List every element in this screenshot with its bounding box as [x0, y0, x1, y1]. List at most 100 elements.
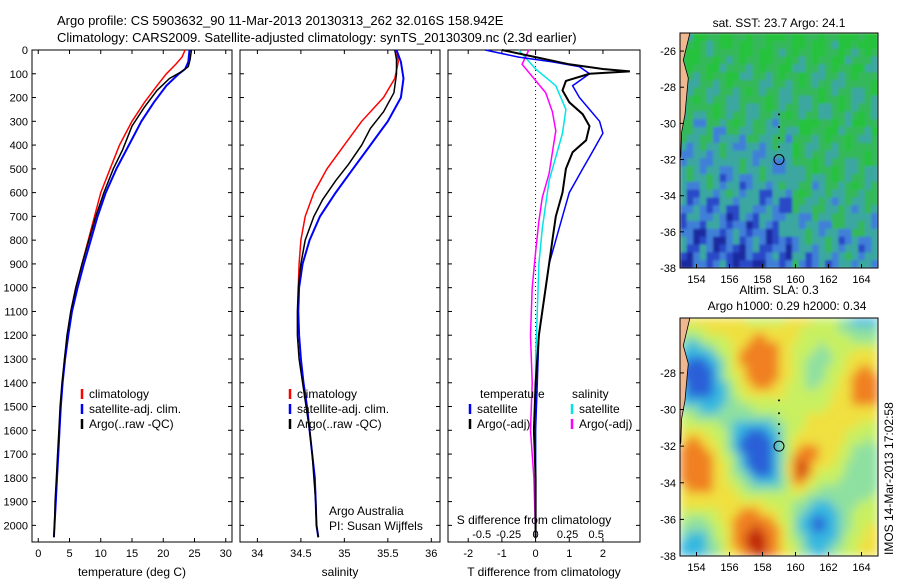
map-cell	[765, 87, 773, 97]
map-cell	[858, 252, 866, 261]
map-cell	[812, 33, 820, 42]
map-cell	[812, 516, 820, 525]
map-cell	[831, 540, 839, 549]
map-cell	[719, 64, 727, 73]
map-cell	[858, 325, 866, 335]
map-cell	[726, 508, 734, 517]
map-cell	[825, 197, 833, 206]
map-cell	[871, 492, 878, 501]
y-tick-label: 300	[10, 116, 28, 128]
map-cell	[871, 56, 878, 65]
map-cell	[779, 365, 787, 375]
map-cell	[746, 373, 754, 382]
map-cell	[845, 333, 853, 343]
map-cell	[765, 72, 773, 81]
map-cell	[686, 197, 694, 206]
map-cell	[845, 532, 853, 541]
map-cell	[864, 357, 872, 367]
map-cell	[812, 389, 820, 398]
map-cell	[693, 142, 701, 152]
map-cell	[739, 341, 747, 351]
map-cell	[851, 484, 859, 494]
map-cell	[858, 33, 866, 42]
map-cell	[812, 341, 820, 351]
map-cell	[851, 381, 859, 390]
map-cell	[858, 181, 866, 191]
map-cell	[792, 87, 800, 97]
map-cell	[693, 205, 701, 214]
map-cell	[759, 228, 767, 238]
map-cell	[812, 325, 820, 335]
map-cell	[785, 389, 793, 398]
map-cell	[706, 452, 714, 462]
map-cell	[713, 33, 721, 42]
map-cell	[779, 516, 787, 525]
map-cell	[693, 158, 701, 167]
map-cell	[686, 333, 694, 343]
map-cell	[851, 333, 859, 343]
map-cell	[732, 429, 740, 438]
map-cell	[719, 197, 727, 206]
map-cell	[706, 72, 714, 81]
map-cell	[752, 252, 760, 261]
map-cell	[686, 476, 694, 486]
map-cell	[845, 174, 853, 183]
map-cell	[732, 492, 740, 501]
map-cell	[739, 142, 747, 152]
map-cell	[719, 540, 727, 549]
map-cell	[845, 397, 853, 406]
map-cell	[864, 64, 872, 73]
map-cell	[818, 365, 826, 375]
map-cell	[785, 33, 793, 42]
y-tick-label: 600	[10, 188, 28, 200]
map-cell	[713, 373, 721, 382]
map-cell	[699, 421, 707, 430]
map-cell	[752, 389, 760, 398]
map-cell	[818, 127, 826, 136]
map-cell	[864, 33, 872, 42]
map-cell	[726, 33, 734, 42]
map-cell	[752, 174, 760, 183]
map-cell	[818, 460, 826, 470]
map-cell	[752, 349, 760, 359]
map-cell	[706, 127, 714, 136]
map-cell	[752, 40, 760, 50]
map-cell	[772, 80, 780, 89]
map-cell	[713, 95, 721, 105]
map-cell	[765, 492, 773, 501]
map-cell	[825, 349, 833, 359]
map-cell	[726, 429, 734, 438]
map-cell	[864, 95, 872, 105]
map-cell	[765, 421, 773, 430]
map-cell	[864, 524, 872, 533]
map-cell	[792, 341, 800, 351]
map-cell	[699, 524, 707, 533]
map-cell	[792, 349, 800, 359]
map-cell	[798, 150, 806, 159]
map-cell	[693, 244, 701, 253]
map-cell	[746, 119, 754, 128]
map-cell	[713, 142, 721, 152]
map-cell	[838, 197, 846, 206]
map-cell	[838, 444, 846, 454]
map-cell	[785, 181, 793, 191]
map-cell	[798, 429, 806, 438]
map-cell	[785, 48, 793, 58]
map-cell	[851, 72, 859, 81]
map-cell	[765, 516, 773, 525]
map-cell	[838, 127, 846, 136]
map-cell	[686, 468, 694, 478]
map-cell	[792, 476, 800, 486]
map-cell	[858, 64, 866, 73]
map-cell	[838, 205, 846, 214]
map-cell	[746, 134, 754, 144]
map-cell	[838, 413, 846, 422]
map-cell	[752, 357, 760, 367]
map-cell	[765, 150, 773, 159]
map-cell	[772, 492, 780, 501]
map-cell	[785, 476, 793, 486]
map-cell	[726, 381, 734, 390]
map-cell	[812, 228, 820, 238]
map-cell	[785, 213, 793, 222]
map-cell	[693, 236, 701, 246]
